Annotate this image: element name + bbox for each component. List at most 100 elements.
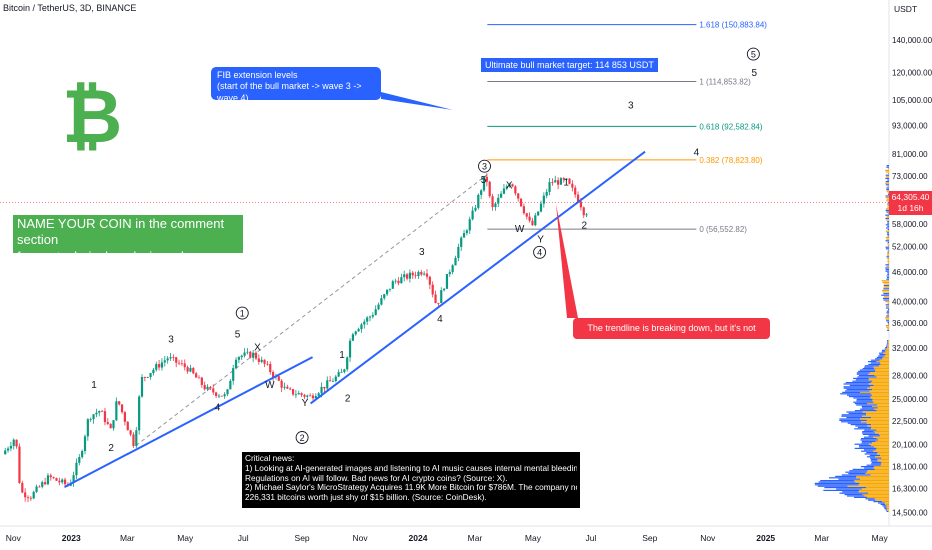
volume-profile-bar [868, 379, 889, 381]
volume-profile-bar [887, 272, 889, 274]
candle-body [303, 394, 306, 397]
bitcoin-logo-icon: ₿ [62, 74, 123, 160]
volume-profile-bar [885, 269, 889, 271]
candle-body [354, 331, 357, 335]
volume-profile-bar [883, 288, 889, 290]
target-label[interactable]: Ultimate bull market target: 114 853 USD… [481, 58, 658, 72]
trendline-callout[interactable]: The trendline is breaking down, but it's… [573, 318, 770, 354]
volume-profile-bar [859, 489, 889, 491]
circled-wave-ring [235, 306, 249, 320]
candle-body [195, 373, 198, 378]
volume-profile-bar [847, 422, 867, 424]
volume-profile-bar [839, 419, 867, 421]
wave-label: 2 [581, 221, 587, 232]
volume-profile-bar [887, 341, 889, 343]
volume-profile-bar [859, 369, 876, 371]
candle-body [266, 363, 269, 365]
volume-profile-bar [887, 205, 889, 207]
candle-body [129, 430, 132, 435]
news-box[interactable]: Critical news: 1) Looking at AI-generate… [242, 452, 580, 508]
volume-profile-bar [887, 185, 889, 187]
volume-profile-bar [887, 241, 889, 243]
currency-label: USDT [894, 4, 917, 14]
candle-body [81, 451, 84, 458]
volume-profile-bar [887, 206, 889, 208]
candle-body [223, 394, 226, 397]
trendline-callout-pointer [556, 204, 578, 318]
volume-profile-bar [864, 365, 880, 367]
fib-level-label: 0 (56,552.82) [699, 225, 747, 234]
candle-body [428, 276, 431, 285]
volume-profile-bar [887, 509, 889, 511]
volume-profile-bar [885, 219, 889, 221]
candle-body [118, 401, 121, 405]
volume-profile-bar [857, 426, 872, 428]
candle-body [454, 257, 457, 266]
volume-profile-bar [860, 439, 879, 441]
volume-profile-bar [885, 181, 889, 183]
candle-body [485, 176, 488, 182]
coin-callout[interactable]: NAME YOUR COIN in the comment section fo… [13, 215, 243, 280]
x-tick-label: Jul [585, 533, 596, 543]
y-tick-label: 22,500.00 [892, 417, 928, 426]
volume-profile-bar [864, 453, 877, 455]
volume-profile-bar [881, 349, 886, 351]
volume-profile-bar [879, 433, 889, 435]
candle-body [537, 211, 540, 216]
news-line: 226,331 bitcoins worth just shy of $15 b… [245, 493, 487, 503]
projection-wave-label: 4 [694, 148, 700, 159]
candle-body [488, 181, 491, 197]
candle-body [29, 497, 32, 499]
volume-profile-bar [887, 253, 889, 255]
candle-body [286, 386, 289, 389]
volume-profile-bar [870, 386, 889, 388]
candle-body [21, 482, 24, 493]
wave-label: 2 [345, 394, 351, 405]
candle-body [514, 186, 517, 194]
volume-profile-bar [885, 248, 889, 250]
candle-body [491, 196, 494, 207]
candle-body [545, 191, 548, 196]
volume-profile-bar [866, 487, 889, 489]
volume-profile-bar [860, 408, 875, 410]
projection-wave-label: 5 [752, 68, 758, 79]
volume-profile-bar [846, 495, 865, 497]
candle-body [289, 388, 292, 390]
time-axis[interactable]: Nov 2023 Mar May Jul Sep Nov 2024 Mar May Jul Sep No… [6, 533, 889, 543]
volume-profile-bar [873, 366, 889, 368]
volume-profile-bar [842, 491, 859, 493]
volume-profile-bar [868, 383, 889, 385]
fib-callout[interactable]: FIB extension levels (start of the bull … [211, 67, 381, 103]
volume-profile-bar [829, 477, 857, 479]
candle-body [551, 182, 554, 183]
x-tick-label: Jul [238, 533, 249, 543]
current-price-tag[interactable]: 64,305.40 1d 16h [889, 191, 932, 215]
candle-body [18, 446, 21, 483]
candle-body [329, 380, 332, 382]
volume-profile-bar [863, 436, 874, 438]
volume-profile-bar [876, 361, 889, 363]
volume-profile-bar [887, 245, 889, 247]
y-tick-label: 14,500.00 [892, 509, 928, 518]
volume-profile-bar [886, 506, 889, 508]
price-axis[interactable]: 140,000.00 120,000.00 105,000.00 93,000.00 8… [892, 36, 932, 517]
volume-profile-bar [870, 460, 878, 462]
volume-profile-bar [871, 417, 889, 419]
volume-profile-bar [886, 508, 889, 510]
volume-profile-bar [868, 363, 881, 365]
volume-profile-bar [855, 379, 869, 381]
volume-profile-bar [887, 259, 889, 261]
volume-profile-bar [854, 496, 868, 498]
volume-profile-bar [843, 383, 869, 385]
candle-body [203, 384, 206, 390]
volume-profile-bar [847, 485, 889, 487]
volume-profile-bar [868, 377, 889, 379]
volume-profile-bar [861, 421, 889, 423]
volume-profile-bar [883, 296, 889, 298]
circled-wave-label: 1 [240, 308, 245, 318]
candle-body [252, 352, 255, 358]
volume-profile-bar [860, 466, 875, 468]
volume-profile-bar [850, 424, 872, 426]
candle-body [431, 284, 434, 295]
chart-title: Bitcoin / TetherUS, 3D, BINANCE [3, 3, 137, 13]
